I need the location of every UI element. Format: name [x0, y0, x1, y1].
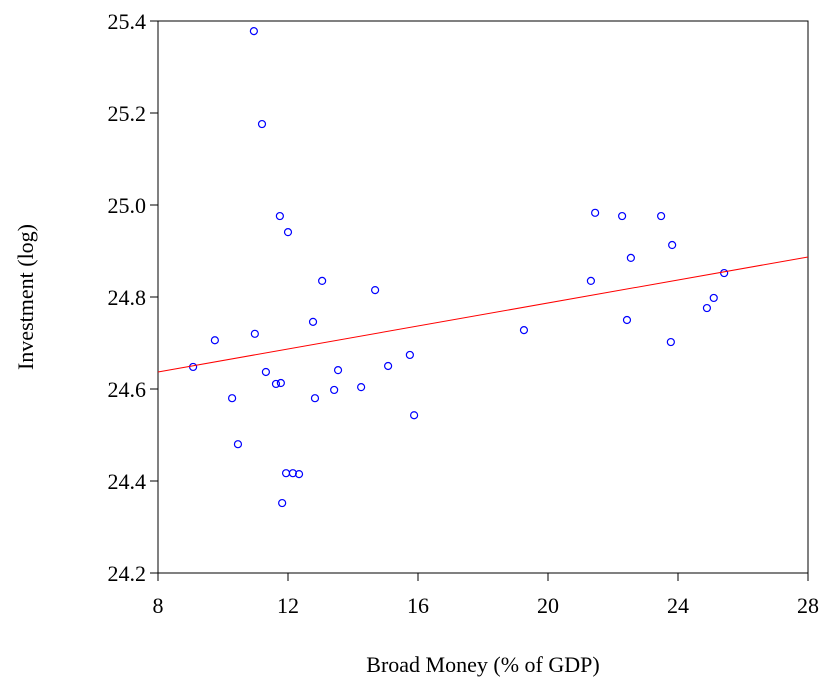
data-point [249, 27, 258, 36]
data-point [622, 315, 632, 325]
y-tick-label: 24.2 [108, 561, 147, 586]
y-tick-label: 25.2 [108, 101, 147, 126]
data-point [709, 293, 718, 303]
data-point [288, 469, 297, 478]
data-point [210, 336, 219, 345]
x-axis-label: Broad Money (% of GDP) [366, 652, 599, 677]
data-point [519, 326, 529, 335]
data-point [308, 317, 318, 326]
x-tick-label: 24 [667, 593, 689, 618]
data-point [276, 378, 285, 388]
data-point [330, 385, 339, 395]
data-point [405, 350, 414, 360]
y-tick-label: 24.4 [108, 469, 147, 494]
data-point [271, 379, 281, 389]
x-tick-label: 28 [797, 593, 819, 618]
data-point [283, 228, 293, 237]
data-point [318, 276, 327, 285]
y-axis-label: Investment (log) [13, 224, 38, 370]
data-point [666, 337, 675, 347]
x-tick-label: 20 [537, 593, 559, 618]
data-point [591, 208, 600, 217]
y-tick-label: 24.6 [108, 377, 147, 402]
data-point [333, 366, 343, 375]
data-point [228, 394, 237, 403]
data-point [384, 361, 393, 371]
data-point [371, 286, 380, 295]
data-point [233, 440, 243, 449]
data-point [617, 211, 627, 221]
data-point [626, 253, 635, 262]
data-point [294, 470, 304, 479]
data-point [281, 469, 291, 478]
x-tick-label: 8 [153, 593, 164, 618]
data-point [257, 119, 267, 129]
data-point [250, 329, 259, 338]
y-tick-label: 25.4 [108, 9, 147, 34]
data-point [656, 211, 666, 221]
data-point [357, 383, 366, 392]
data-point [310, 394, 320, 403]
data-point [410, 411, 419, 420]
data-point [261, 367, 270, 377]
data-point [668, 240, 677, 250]
data-point [189, 362, 198, 372]
y-tick-label: 25.0 [108, 193, 147, 218]
data-point [702, 303, 712, 313]
x-tick-label: 12 [277, 593, 299, 618]
data-point [278, 498, 287, 508]
data-point [720, 268, 729, 278]
x-tick-label: 16 [407, 593, 429, 618]
data-point [275, 211, 284, 221]
y-tick-label: 24.8 [108, 285, 147, 310]
fit-line [157, 256, 809, 373]
data-point [586, 276, 596, 285]
